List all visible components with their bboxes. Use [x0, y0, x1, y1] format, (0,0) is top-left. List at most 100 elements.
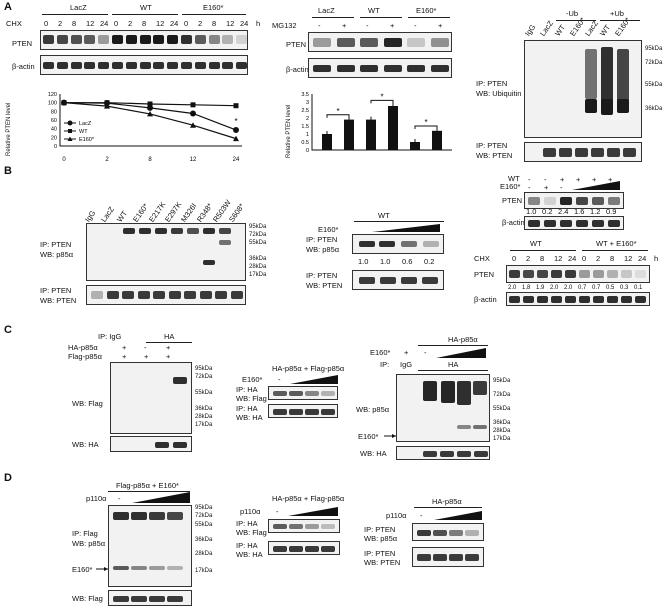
group-line: [414, 507, 482, 508]
d-mid-minus: -: [276, 507, 279, 516]
mw-label: 28kDa: [195, 551, 213, 557]
mw-label: 72kDa: [645, 60, 663, 66]
mw-label: 36kDa: [493, 420, 511, 426]
panel-label-b: B: [4, 165, 12, 177]
blot-band: [360, 65, 378, 72]
blot-c-r-p85: [396, 374, 490, 442]
group-line: [360, 17, 402, 18]
mw-label: 55kDa: [645, 82, 663, 88]
c-r-title: HA-p85α: [448, 335, 478, 344]
data-point: [61, 99, 67, 106]
c-r-ip: IP:: [380, 360, 390, 369]
blot-band: [125, 35, 137, 44]
mw-label: 17kDa: [493, 436, 511, 442]
blot-band: [112, 62, 123, 69]
d-r-p110: p110α: [386, 511, 407, 520]
blot-band: [423, 451, 437, 457]
density-value: 2.0: [550, 285, 559, 291]
d-wb: WB: p85α: [72, 539, 106, 548]
pm-label: +: [390, 21, 395, 30]
blot-mg132-actin: [308, 58, 452, 78]
blot-band: [70, 35, 82, 44]
mw-label: 36kDa: [195, 406, 213, 412]
pm-label: -: [528, 183, 531, 192]
blot-band: [131, 512, 147, 520]
b-mid-wb2: WB: PTEN: [306, 281, 343, 290]
density-value: 1.0: [380, 257, 391, 266]
blot-d-mid-ha: [268, 541, 340, 555]
blot-band: [236, 35, 247, 44]
bar: [410, 142, 420, 150]
mg132-group-wt: WT: [368, 6, 380, 15]
chart-axis: [311, 94, 452, 151]
blot-band: [125, 62, 137, 69]
blot-band: [321, 391, 335, 396]
blot-band: [167, 596, 183, 602]
mw-label: 17kDa: [249, 272, 267, 278]
blot-band: [551, 270, 562, 278]
blot-ubiquitin: [524, 40, 642, 138]
blot-band: [607, 296, 618, 303]
blot-band: [380, 277, 396, 284]
blot-band: [635, 270, 646, 278]
blot-band: [417, 530, 431, 536]
c-mid-ip2: IP: HA: [236, 404, 258, 413]
c-r-minus: -: [424, 348, 427, 357]
density-value: 0.1: [634, 285, 643, 291]
ub-group-minus: -Ub: [566, 9, 579, 18]
blot-band: [203, 228, 215, 234]
blot-band: [621, 296, 632, 303]
time-label: 2: [198, 19, 203, 28]
blot-band: [219, 228, 231, 234]
group-line: [418, 370, 488, 371]
blot-band: [360, 38, 378, 47]
row-label-actin: β-actin: [286, 65, 309, 74]
blot-band: [560, 220, 572, 227]
blot-band: [56, 62, 68, 69]
blot-band: [289, 391, 303, 396]
blot-band: [359, 277, 375, 284]
density-value: 1.6: [574, 207, 585, 216]
x-tick-label: 12: [190, 157, 197, 163]
pm-label: +: [438, 21, 443, 30]
d-mid-ip2: IP: HA: [236, 541, 258, 550]
group-line: [312, 17, 354, 18]
blot-band: [576, 197, 588, 205]
blot-band: [305, 524, 319, 529]
pm-label: -: [560, 183, 563, 192]
y-tick-label: 2: [306, 116, 309, 122]
blot-band: [84, 35, 96, 44]
d-mid-p110: p110α: [240, 507, 261, 516]
blot-band: [149, 566, 165, 570]
mw-label: 55kDa: [195, 522, 213, 528]
pm-label: +: [576, 175, 581, 184]
blot-band: [465, 554, 479, 561]
significance-star: *: [380, 92, 383, 101]
blot-band: [449, 530, 463, 536]
time-label: 0: [184, 19, 189, 28]
b-blot2-wb: WB: PTEN: [40, 296, 77, 305]
pm-label: -: [366, 21, 369, 30]
blot-band: [153, 62, 165, 69]
blot-band: [430, 38, 449, 47]
bar-chart: 0 0.5 1 1.5 2 2.5 3 3.5 * * *: [301, 92, 452, 154]
data-point: [190, 110, 196, 117]
density-value: 0.3: [620, 285, 629, 291]
significance-star: *: [336, 107, 339, 116]
mw-label: 95kDa: [249, 224, 267, 230]
blot-band: [457, 425, 471, 429]
blot-band: [131, 566, 147, 570]
pm-label: +: [342, 21, 347, 30]
data-point: [190, 102, 196, 108]
pm-label: -: [528, 175, 531, 184]
blot-band: [592, 220, 604, 227]
group-line: [354, 221, 444, 222]
c-row-ha: HA-p85α: [68, 343, 98, 352]
blot-c-r-ha: [396, 446, 490, 460]
blot-band: [236, 62, 247, 69]
c-mid-minus: -: [278, 375, 281, 384]
time-label: 24: [638, 254, 647, 263]
